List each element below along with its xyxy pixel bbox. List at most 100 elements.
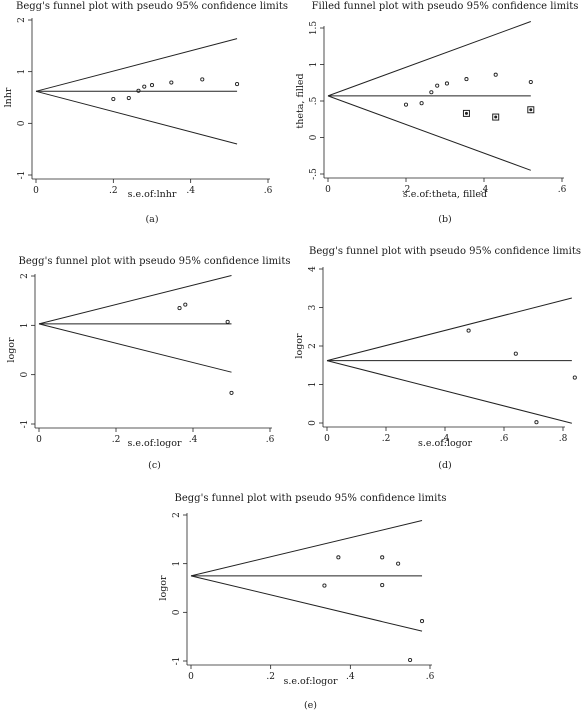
y-tick-label: -1 [17,171,27,180]
study-point [464,77,469,82]
chart-title: Begg's funnel plot with pseudo 95% confi… [175,493,447,504]
x-tick-label: .4 [189,435,198,445]
filled-study-point [462,109,470,117]
y-tick-label: 2 [172,512,182,518]
study-point [149,83,155,88]
x-tick-label: .2 [266,672,275,682]
y-tick-label: 1 [17,69,27,75]
y-tick-label: 4 [308,266,318,272]
panel-label: (e) [304,700,317,711]
x-tick-label: .4 [441,434,450,444]
y-tick-label: 0 [20,372,30,378]
y-axis-label: theta, filled [295,73,306,128]
x-tick-label: .4 [480,185,489,195]
x-tick-label: .2 [109,186,118,196]
y-tick-label: 1.5 [309,21,319,36]
panel-b: Filled funnel plot with pseudo 95% confi… [295,1,578,225]
y-tick-label: 0 [172,609,182,615]
filled-study-point [492,113,500,121]
upper-confidence-limit [35,38,238,92]
x-tick-label: .6 [264,186,273,196]
study-point [111,97,116,102]
lower-confidence-limit [326,360,572,424]
x-tick-label: .2 [112,435,121,445]
panel-label: (a) [145,214,158,225]
chart-title: Begg's funnel plot with pseudo 95% confi… [16,1,288,12]
chart-title: Filled funnel plot with pseudo 95% confi… [312,1,579,12]
y-tick-label: .5 [309,96,319,105]
study-point [225,319,230,324]
study-point [136,88,141,93]
x-tick-label: 0 [33,186,39,196]
x-tick-label: .2 [382,434,391,444]
x-tick-label: .8 [559,434,568,444]
x-tick-label: .6 [426,672,435,682]
x-tick-label: 0 [188,672,194,682]
x-tick-label: .4 [346,672,355,682]
x-axis-label: s.e.of:logor [418,438,473,449]
lower-confidence-limit [38,323,232,373]
y-axis-label: lnhr [3,87,14,107]
panel-a: Begg's funnel plot with pseudo 95% confi… [3,1,288,225]
y-tick-label: -.5 [309,168,319,180]
chart-title: Begg's funnel plot with pseudo 95% confi… [309,246,581,257]
study-point [466,328,471,333]
x-tick-label: .2 [402,185,411,195]
study-point [419,101,424,106]
x-tick-label: 0 [325,185,331,195]
study-point [380,583,385,588]
study-point [444,81,450,86]
study-point [183,302,188,307]
y-tick-label: 3 [308,304,318,310]
x-tick-label: .6 [558,185,567,195]
panel-c: Begg's funnel plot with pseudo 95% confi… [6,256,290,471]
panel-d: Begg's funnel plot with pseudo 95% confi… [294,246,581,471]
y-tick-label: 2 [17,17,27,23]
study-point [493,72,498,77]
upper-confidence-limit [38,275,232,325]
x-tick-label: .4 [186,186,195,196]
y-tick-label: 1 [309,62,319,68]
x-axis-label: s.e.of:lnhr [128,189,177,200]
study-point [235,82,240,87]
panel-label: (b) [438,214,452,225]
lower-confidence-limit [327,95,531,171]
upper-confidence-limit [190,520,423,577]
filled-study-point-center [494,115,498,119]
x-axis-label: s.e.of:logor [127,438,182,449]
panel-label: (c) [148,460,161,471]
panel-label: (d) [438,460,452,471]
study-point [169,80,174,85]
study-point [177,306,182,311]
y-tick-label: -1 [172,657,182,666]
x-tick-label: 0 [36,435,42,445]
filled-study-point-center [529,108,533,112]
upper-confidence-limit [327,21,531,97]
study-point [380,555,385,560]
study-point [429,90,434,95]
study-point [534,420,539,425]
y-axis-label: logor [6,337,17,363]
lower-confidence-limit [190,575,423,632]
study-point [435,83,440,88]
y-axis-label: logor [158,575,169,601]
lower-confidence-limit [35,90,238,145]
y-tick-label: 2 [308,343,318,349]
study-point [408,657,413,663]
filled-study-point-center [464,111,468,115]
y-tick-label: -1 [20,420,30,429]
y-tick-label: 0 [309,134,319,140]
y-tick-label: 1 [20,322,30,328]
y-tick-label: 2 [20,273,30,279]
x-tick-label: 0 [324,434,330,444]
study-point [403,102,409,107]
x-axis-label: s.e.of:theta, filled [403,189,487,200]
x-tick-label: .6 [266,435,275,445]
study-point [142,84,147,89]
y-tick-label: 1 [172,561,182,567]
study-point [126,95,131,101]
study-point [528,79,533,85]
y-tick-label: 1 [308,382,318,388]
study-point [396,561,401,566]
